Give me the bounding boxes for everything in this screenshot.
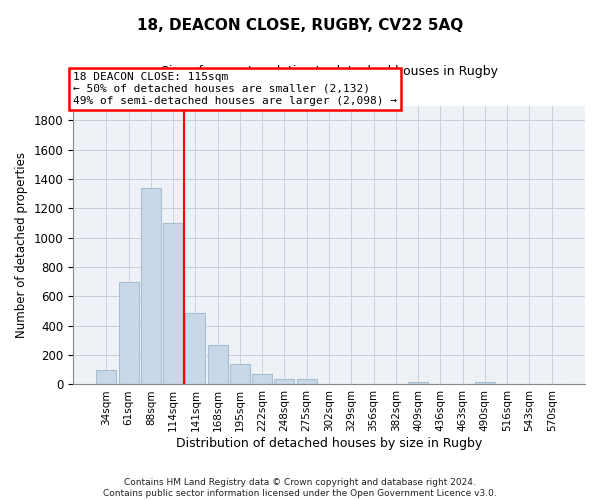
Bar — [252, 374, 272, 384]
Text: 18 DEACON CLOSE: 115sqm
← 50% of detached houses are smaller (2,132)
49% of semi: 18 DEACON CLOSE: 115sqm ← 50% of detache… — [73, 72, 397, 106]
Text: Contains HM Land Registry data © Crown copyright and database right 2024.
Contai: Contains HM Land Registry data © Crown c… — [103, 478, 497, 498]
Bar — [208, 345, 227, 385]
Title: Size of property relative to detached houses in Rugby: Size of property relative to detached ho… — [161, 65, 497, 78]
Bar — [475, 382, 495, 384]
Bar — [297, 380, 317, 384]
Bar — [230, 364, 250, 384]
Bar — [141, 188, 161, 384]
Bar — [408, 382, 428, 384]
Y-axis label: Number of detached properties: Number of detached properties — [15, 152, 28, 338]
X-axis label: Distribution of detached houses by size in Rugby: Distribution of detached houses by size … — [176, 437, 482, 450]
Bar — [274, 380, 295, 384]
Bar — [185, 312, 205, 384]
Bar — [119, 282, 139, 385]
Text: 18, DEACON CLOSE, RUGBY, CV22 5AQ: 18, DEACON CLOSE, RUGBY, CV22 5AQ — [137, 18, 463, 32]
Bar — [96, 370, 116, 384]
Bar — [163, 223, 183, 384]
